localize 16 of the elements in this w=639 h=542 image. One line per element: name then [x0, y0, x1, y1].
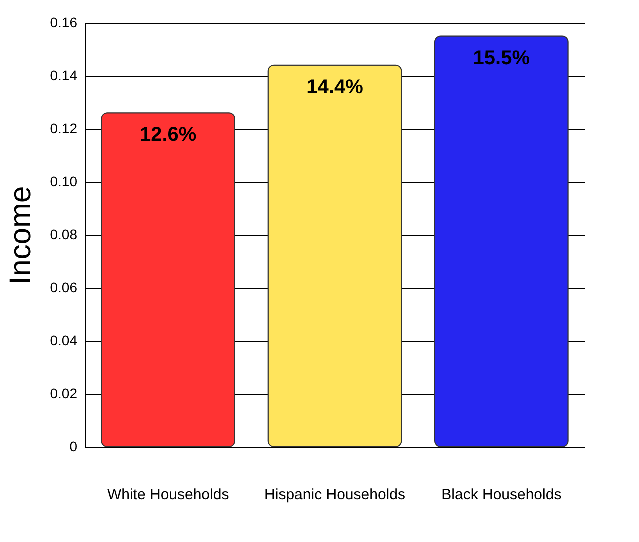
x-tick-label: Black Households — [442, 486, 562, 504]
y-tick-label: 0.10 — [50, 174, 78, 190]
y-tick-label: 0.02 — [50, 386, 78, 402]
x-tick-label: Hispanic Households — [264, 486, 406, 504]
y-tick-label: 0.12 — [50, 120, 78, 136]
data-label: 14.4% — [306, 76, 364, 98]
y-tick-label: 0.06 — [50, 280, 78, 296]
y-tick-label: 0.16 — [50, 14, 78, 30]
y-tick-label: 0.08 — [50, 226, 78, 242]
y-tick-label: 0 — [70, 438, 78, 454]
data-label: 15.5% — [473, 47, 530, 70]
y-axis-title: Income — [4, 186, 38, 285]
x-tick-label: White Households — [107, 486, 230, 504]
y-tick-label: 0.04 — [50, 332, 78, 348]
y-tick-label: 0.14 — [50, 68, 78, 84]
data-label: 12.6% — [140, 124, 197, 146]
